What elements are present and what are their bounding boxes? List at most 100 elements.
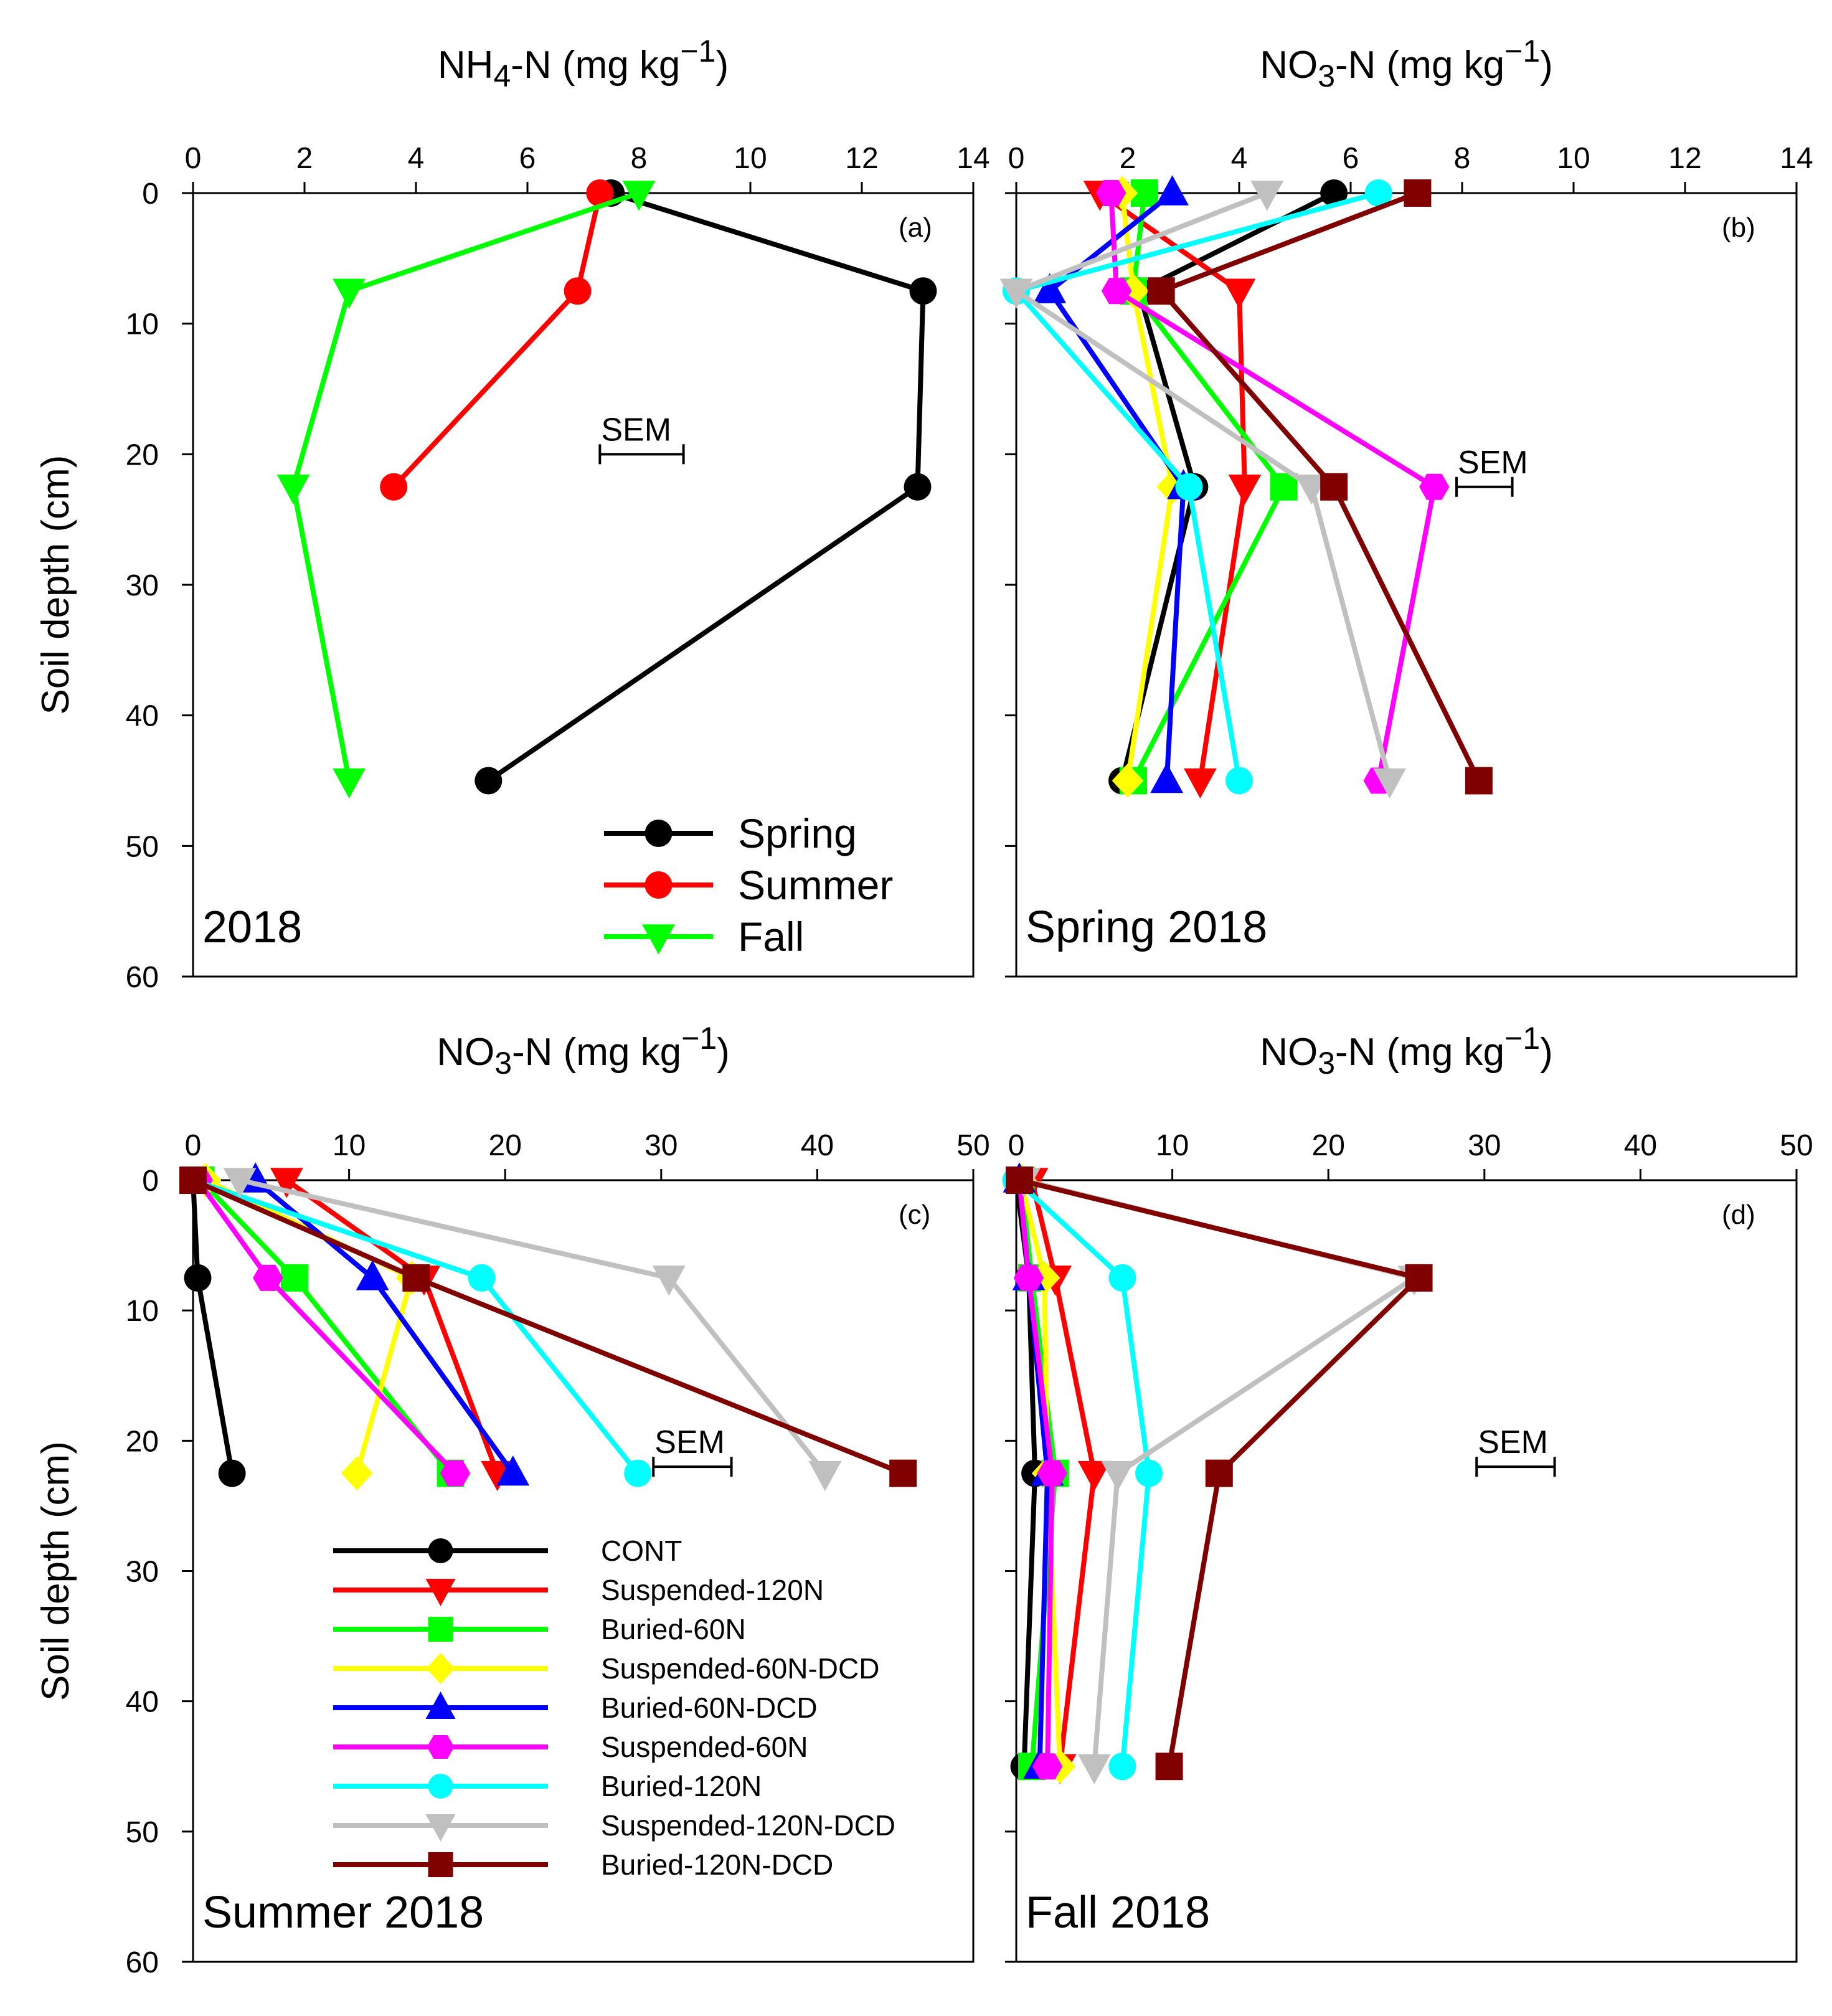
panel-tag: (c) [899, 1200, 930, 1230]
legend-marker [428, 1617, 453, 1642]
data-point [333, 768, 366, 799]
data-point [1155, 1753, 1183, 1781]
data-point [1295, 474, 1328, 505]
x-tick-label: 12 [845, 142, 878, 175]
data-point [1150, 762, 1184, 793]
x-tick-label: 20 [1312, 1129, 1345, 1162]
y-tick-label: 10 [126, 1295, 159, 1328]
data-point [1077, 1460, 1111, 1492]
series-fall [276, 181, 656, 799]
x-tick-label: 2 [1120, 142, 1136, 175]
data-point [1112, 764, 1144, 798]
data-point [1465, 767, 1493, 795]
legend-marker [425, 1814, 456, 1842]
legend-item-fall: Fall [604, 914, 804, 960]
legend-marker [425, 1579, 456, 1606]
legend-label: Suspended-120N [601, 1574, 824, 1606]
data-point [496, 1455, 530, 1486]
x-axis-title: NO3-N (mg kg−1) [1260, 1021, 1553, 1081]
x-tick-label: 40 [801, 1129, 834, 1162]
series-line [1029, 1180, 1097, 1767]
legend-item-suspended-120n: Suspended-120N [333, 1574, 824, 1606]
y-tick-label: 40 [126, 1686, 159, 1719]
legend-item-cont: CONT [333, 1535, 682, 1567]
x-tick-label: 14 [956, 142, 989, 175]
legend-label: Summer [738, 862, 893, 908]
data-point [999, 278, 1033, 309]
data-point [253, 1264, 283, 1291]
legend-marker [642, 924, 675, 955]
y-tick-label: 60 [126, 1946, 159, 1979]
series-line [1019, 1178, 1422, 1767]
season-year-label: Summer 2018 [202, 1888, 484, 1938]
x-tick-label: 10 [1156, 1129, 1189, 1162]
series-suspended-120n-dcd [223, 1168, 842, 1492]
legend-label: Spring [738, 810, 857, 856]
data-point [1037, 1460, 1067, 1487]
sem-label: SEM [654, 1424, 725, 1460]
legend-marker [645, 820, 673, 847]
series-line [1158, 191, 1481, 782]
legend-marker [645, 871, 673, 899]
data-point [1222, 278, 1256, 309]
y-tick-label: 10 [126, 308, 159, 341]
data-point [1032, 1753, 1063, 1780]
data-point [333, 278, 366, 309]
x-tick-label: 30 [1468, 1129, 1501, 1162]
sem-bar: SEM [598, 412, 685, 465]
series-line [1047, 191, 1186, 781]
x-tick-label: 50 [956, 1129, 989, 1162]
data-point [1108, 1753, 1136, 1781]
legend-marker [428, 1852, 453, 1877]
x-tick-label: 6 [519, 142, 536, 175]
x-axis-title: NO3-N (mg kg−1) [437, 1021, 730, 1081]
data-point [1175, 473, 1203, 501]
series-line [1014, 191, 1392, 782]
x-axis-title: NH4-N (mg kg−1) [438, 34, 729, 93]
data-point [1364, 179, 1392, 207]
x-tick-label: 0 [1008, 142, 1025, 175]
x-tick-label: 4 [408, 142, 425, 175]
x-tick-label: 12 [1668, 142, 1701, 175]
data-point [218, 1459, 246, 1487]
series-buried-120n [1003, 1167, 1163, 1781]
data-point [1405, 1264, 1433, 1292]
series-line [1098, 191, 1247, 782]
data-point [179, 1167, 207, 1194]
data-point [223, 1168, 257, 1198]
sem-bar: SEM [1455, 445, 1528, 497]
data-point [1156, 175, 1189, 206]
panel-b: 0 2 4 6 8 10 12 14 NO3-N (mg kg−1) (b) Spring 2018… [999, 34, 1813, 978]
data-point [276, 474, 310, 505]
legend-marker [425, 1692, 456, 1719]
data-point [440, 1460, 471, 1487]
y-tick-label: 50 [126, 830, 159, 863]
legend-label: Suspended-60N-DCD [601, 1652, 879, 1685]
legend-label: Buried-60N [601, 1613, 746, 1645]
data-point [1250, 181, 1284, 211]
sem-label: SEM [601, 412, 671, 448]
series-line [487, 191, 926, 783]
x-tick-label: 0 [1008, 1129, 1025, 1162]
legend-treatments: CONT Suspended-120N Buried-60N Suspended-60… [333, 1535, 895, 1881]
x-tick-label: 40 [1624, 1129, 1657, 1162]
panel-tag: (b) [1722, 212, 1755, 243]
data-point [1225, 767, 1253, 795]
series-line [1018, 1180, 1063, 1767]
x-tick-label: 8 [1454, 142, 1471, 175]
legend-label: Suspended-60N [601, 1731, 808, 1763]
data-point [1108, 1264, 1136, 1292]
series-buried-120n-dcd [179, 1167, 917, 1487]
data-point [1033, 273, 1067, 304]
x-tick-label: 14 [1780, 142, 1813, 175]
data-point [904, 473, 932, 501]
sem-bar: SEM [1475, 1424, 1556, 1477]
data-point [1404, 179, 1432, 207]
data-point [380, 473, 408, 501]
x-tick-label: 4 [1231, 142, 1248, 175]
legend-item-buried-60n: Buried-60N [333, 1613, 746, 1645]
series-line [1014, 191, 1379, 782]
data-point [1373, 768, 1407, 799]
x-tick-label: 0 [185, 142, 202, 175]
